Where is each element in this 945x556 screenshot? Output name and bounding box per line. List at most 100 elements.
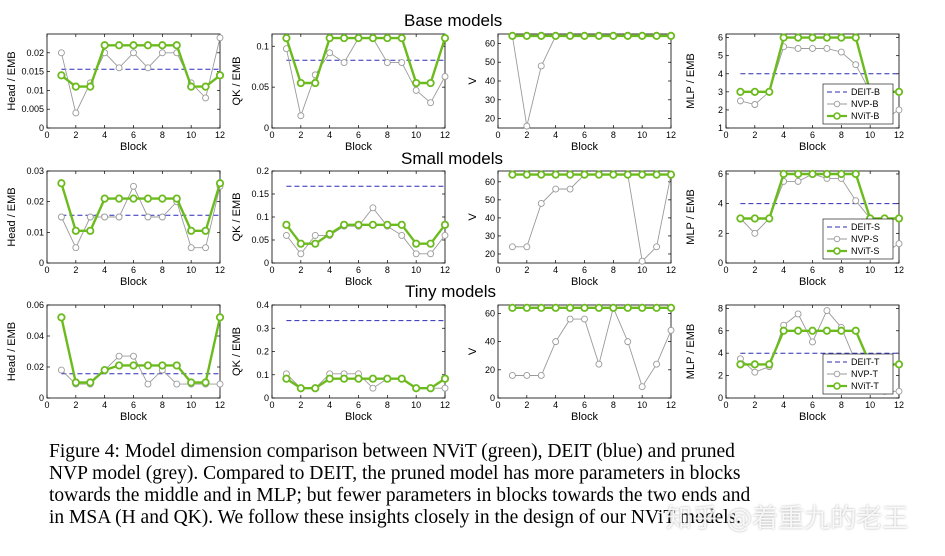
y-tick-label: 0 [718, 393, 723, 403]
data-point-nvit [508, 170, 517, 179]
chart-tiny-mlp: 0 2 4 6 8 10 12 0 2 4 6 8 Block MLP / EMB DEIT-T NVP-T N… [685, 303, 904, 423]
x-tick-label: 6 [810, 130, 815, 140]
data-point-nvp [624, 338, 632, 346]
data-point-nvit-t [851, 326, 860, 335]
y-tick-label: 0 [39, 123, 44, 133]
data-point-nvit-b [837, 33, 846, 42]
data-point-nvit [609, 31, 618, 40]
legend-label: NVP-B [851, 99, 879, 109]
data-point-nvp-t [809, 338, 816, 346]
x-tick-label: 12 [215, 265, 225, 275]
data-point-nvp [537, 62, 545, 70]
x-tick-label: 12 [666, 130, 676, 140]
y-tick-label: 4 [718, 348, 723, 358]
y-tick-label: 0.02 [26, 48, 44, 58]
data-point-nvit [580, 170, 589, 179]
x-axis-label: Block [799, 141, 826, 153]
data-point-nvp [57, 49, 65, 57]
data-point-nvit [368, 220, 378, 229]
data-point-nvp [427, 250, 435, 258]
x-tick-label: 2 [298, 130, 303, 140]
data-point-nvp [667, 326, 675, 334]
series-line-nvit [285, 377, 446, 390]
x-tick-label: 10 [865, 130, 875, 140]
x-tick-label: 6 [131, 400, 136, 410]
x-tick-label: 12 [440, 265, 450, 275]
data-point-nvit-t [779, 326, 788, 335]
data-point-nvit [282, 220, 291, 229]
data-point-nvit [100, 194, 109, 203]
data-point-nvit [638, 170, 647, 179]
axes-box [497, 170, 672, 264]
y-tick-label: 30 [485, 231, 495, 241]
chart-small-head: 0 2 4 6 8 10 12 0 0.01 0.02 0.03 Block Head / EMB [6, 166, 225, 288]
data-point-nvit [201, 378, 210, 387]
data-point-nvit [580, 303, 589, 312]
legend-label: DEIT-S [851, 222, 880, 232]
y-tick-label: 0.01 [26, 85, 44, 95]
data-point-nvit [129, 194, 138, 203]
data-point-nvp [412, 86, 420, 94]
x-tick-label: 0 [495, 400, 500, 410]
data-point-nvit-t [736, 360, 745, 369]
row-title-tiny: Tiny models [405, 282, 497, 301]
data-point-nvp [508, 243, 516, 251]
data-point-nvp [508, 372, 516, 379]
x-tick-label: 8 [611, 265, 616, 275]
data-point-nvp [115, 213, 123, 221]
data-point-nvp [581, 315, 588, 323]
data-point-nvit [522, 31, 531, 40]
data-point-nvit [652, 31, 661, 40]
axes-box [497, 33, 672, 129]
x-tick-label: 10 [637, 265, 647, 275]
data-point-nvp [537, 200, 545, 207]
y-tick-label: 0 [264, 393, 269, 403]
x-tick-label: 12 [666, 265, 676, 275]
data-point-nvit [100, 365, 109, 375]
y-tick-label: 0.2 [256, 166, 269, 176]
data-point-nvp [282, 231, 290, 239]
data-point-nvit [522, 303, 531, 312]
legend-marker-nvit [833, 382, 841, 390]
x-tick-label: 4 [327, 265, 332, 275]
data-point-nvit [311, 239, 320, 248]
y-tick-label: 0.04 [26, 331, 44, 341]
data-point-nvit [565, 170, 575, 179]
x-tick-label: 8 [839, 400, 844, 410]
chart-small-v: 0 2 4 6 8 10 12 20 30 40 50 60 Block V [467, 170, 676, 288]
data-point-nvit-s [837, 169, 846, 179]
data-point-nvit [114, 41, 124, 50]
data-point-nvit [339, 374, 349, 383]
x-tick-label: 0 [269, 130, 274, 140]
x-axis-label: Block [120, 141, 147, 153]
data-point-nvp-b [751, 101, 759, 108]
data-point-nvit [508, 303, 517, 312]
caption-line: in MSA (H and QK). We follow these insig… [49, 507, 741, 528]
data-point-nvp [158, 49, 166, 57]
y-tick-label: 40 [485, 337, 495, 347]
x-tick-label: 8 [839, 265, 844, 275]
data-point-nvp [115, 64, 123, 72]
data-point-nvit [609, 170, 618, 179]
x-tick-label: 4 [327, 400, 332, 410]
y-axis-label: Head / EMB [6, 322, 18, 381]
data-point-nvit [143, 194, 153, 203]
data-point-nvit [623, 303, 632, 312]
legend-label: DEIT-B [851, 87, 880, 97]
chart-small-qk: 0 2 4 6 8 10 12 0 0.05 0.1 0.15 0.2 Block QK / EMB [231, 166, 450, 288]
data-point-nvit-b [750, 87, 759, 96]
x-tick-label: 6 [582, 265, 587, 275]
data-point-nvp [638, 383, 646, 391]
data-point-nvp [57, 213, 65, 221]
data-point-nvp-b [809, 45, 816, 52]
x-tick-label: 10 [411, 265, 421, 275]
x-tick-label: 6 [131, 130, 136, 140]
y-tick-label: 0 [39, 393, 44, 403]
x-tick-label: 6 [810, 400, 815, 410]
x-tick-label: 6 [131, 265, 136, 275]
x-tick-label: 0 [723, 130, 728, 140]
legend-label: NViT-B [851, 111, 879, 121]
data-point-nvp [115, 352, 123, 360]
y-tick-label: 0.4 [256, 300, 269, 310]
